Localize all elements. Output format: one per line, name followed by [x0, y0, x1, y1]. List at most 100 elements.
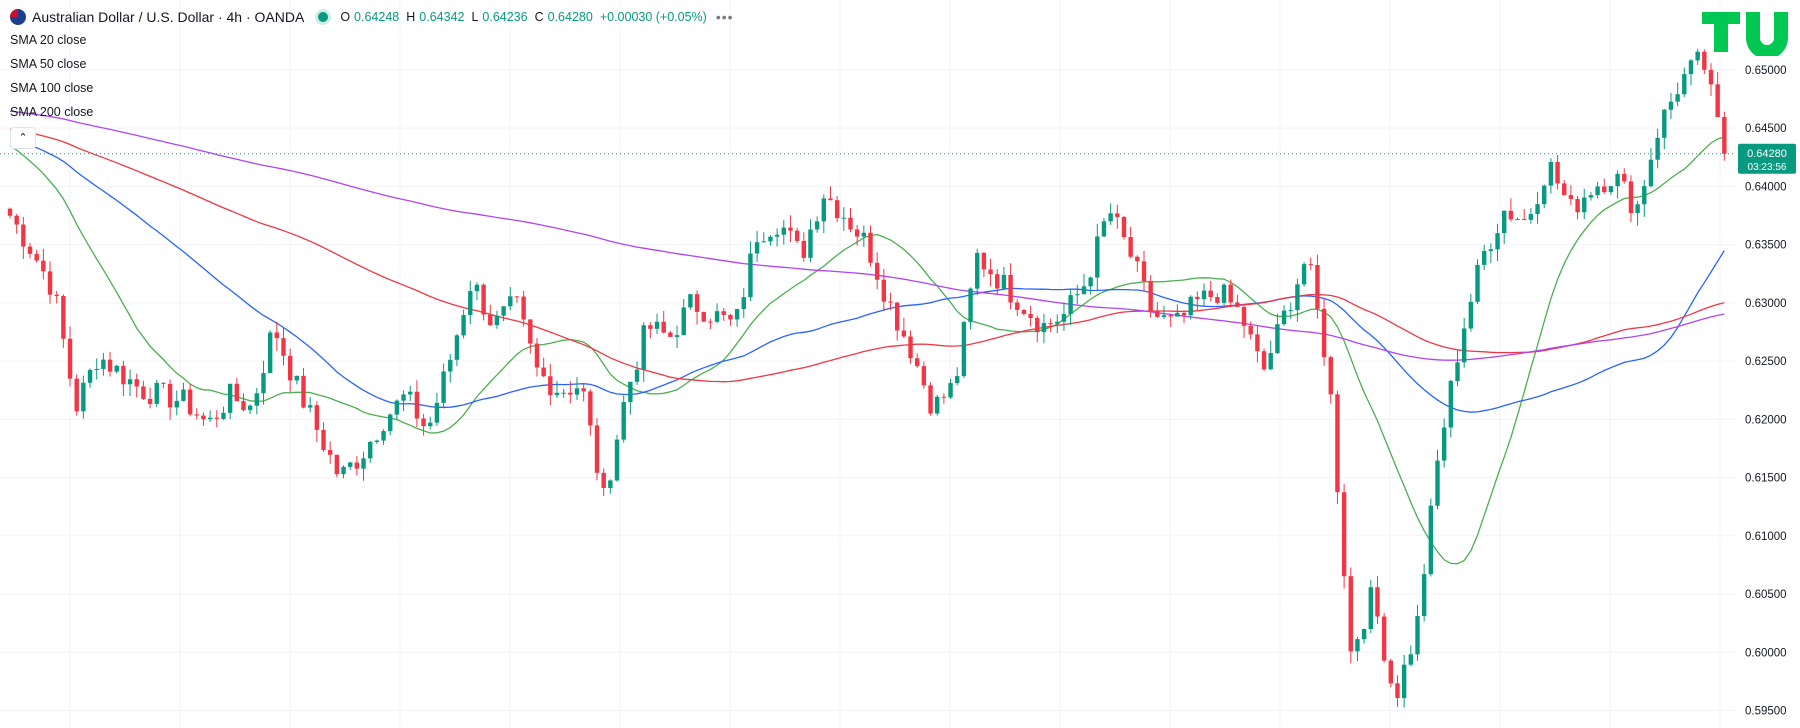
candle-body	[1568, 195, 1574, 199]
candle-body	[194, 414, 199, 416]
price-tick-label: 0.61500	[1745, 473, 1787, 485]
candle-body	[294, 375, 300, 381]
candle-body	[1208, 290, 1213, 298]
candle-body	[1108, 213, 1113, 222]
candle-body	[1168, 315, 1173, 317]
indicator-sma50[interactable]: SMA 50 close	[10, 57, 87, 71]
candle-body	[588, 391, 593, 426]
candle-body	[1321, 308, 1327, 358]
candle-body	[774, 234, 780, 237]
symbol-legend: Australian Dollar / U.S. Dollar · 4h · O…	[10, 8, 734, 26]
candle-body	[7, 208, 13, 216]
candle-body	[1355, 639, 1360, 652]
candle-body	[1542, 185, 1547, 205]
candle-body	[107, 359, 113, 372]
more-options-icon[interactable]: •••	[715, 9, 734, 25]
candle-body	[307, 405, 313, 408]
candle-body	[941, 396, 947, 398]
candle-body	[1055, 321, 1060, 324]
candle-body	[1395, 683, 1400, 699]
candle-body	[361, 458, 366, 469]
low-value: 0.64236	[482, 10, 528, 24]
candle-body	[1101, 221, 1107, 237]
price-badge-price: 0.64280	[1747, 148, 1787, 160]
candle-body	[1035, 318, 1040, 333]
candle-body	[681, 307, 686, 336]
candle-body	[1441, 427, 1447, 461]
candle-body	[594, 425, 600, 473]
candle-body	[854, 229, 860, 237]
indicator-sma200[interactable]: SMA 200 close	[10, 105, 94, 119]
candle-body	[61, 295, 66, 339]
candle-body	[161, 382, 166, 384]
candle-body	[761, 241, 766, 243]
candle-body	[1155, 310, 1160, 317]
candle-body	[134, 379, 139, 387]
candle-body	[247, 405, 253, 411]
candle-body	[1528, 214, 1534, 220]
candle-body	[801, 240, 806, 258]
candle-body	[114, 365, 119, 372]
candle-body	[1602, 186, 1607, 193]
candle-body	[794, 230, 800, 241]
candle-body	[1161, 315, 1167, 317]
candle-body	[554, 392, 560, 396]
candle-body	[808, 229, 813, 258]
candle-body	[1015, 302, 1020, 310]
candle-body	[814, 221, 820, 230]
market-status-icon[interactable]	[318, 12, 329, 22]
candle-body	[955, 376, 960, 384]
symbol-title[interactable]: Australian Dollar / U.S. Dollar · 4h · O…	[32, 9, 305, 25]
sma-line-100	[9, 128, 1725, 383]
candle-body	[901, 330, 907, 337]
candle-body	[734, 309, 740, 320]
candle-body	[1368, 587, 1373, 629]
candle-body	[388, 414, 393, 432]
candle-body	[54, 294, 59, 296]
candle-body	[508, 296, 513, 307]
candle-body	[1075, 294, 1080, 296]
candle-body	[1201, 290, 1207, 300]
candle-body	[1048, 323, 1053, 325]
candle-body	[1121, 217, 1127, 238]
candle-body	[1275, 324, 1280, 354]
candle-body	[874, 262, 880, 280]
collapse-indicators-button[interactable]: ⌃	[10, 127, 36, 149]
candle-body	[381, 431, 386, 441]
price-tick-label: 0.63000	[1745, 298, 1787, 310]
candle-body	[1255, 334, 1260, 352]
candle-body	[581, 388, 586, 392]
candle-body	[1702, 51, 1707, 70]
candle-body	[828, 198, 833, 201]
candle-body	[14, 215, 19, 225]
candle-body	[1081, 286, 1087, 295]
candle-body	[648, 325, 653, 329]
candle-body	[1261, 351, 1267, 370]
candle-body	[1515, 219, 1520, 221]
candle-body	[81, 382, 86, 412]
candle-body	[654, 321, 660, 329]
candle-body	[87, 369, 93, 383]
candle-body	[634, 369, 640, 382]
candle-body	[1388, 660, 1394, 684]
candle-body	[1428, 505, 1434, 575]
candle-body	[841, 217, 847, 219]
candle-body	[868, 232, 873, 263]
candle-body	[494, 315, 500, 326]
candle-body	[227, 383, 233, 413]
candle-body	[1555, 161, 1560, 184]
price-axis[interactable]: 0.65000 0.64500 0.64000 0.63500 0.63000 0.625…	[1745, 65, 1787, 718]
indicator-sma20[interactable]: SMA 20 close	[10, 33, 87, 47]
candle-body	[521, 296, 526, 320]
candle-body	[788, 227, 793, 231]
candle-body	[988, 269, 993, 275]
candle-body	[661, 321, 666, 333]
candle-body	[74, 378, 79, 412]
candle-body	[347, 462, 353, 467]
candle-body	[741, 297, 746, 310]
candle-body	[881, 279, 887, 302]
candle-body	[394, 400, 400, 415]
indicator-sma100[interactable]: SMA 100 close	[10, 81, 94, 95]
candle-body	[474, 284, 480, 292]
